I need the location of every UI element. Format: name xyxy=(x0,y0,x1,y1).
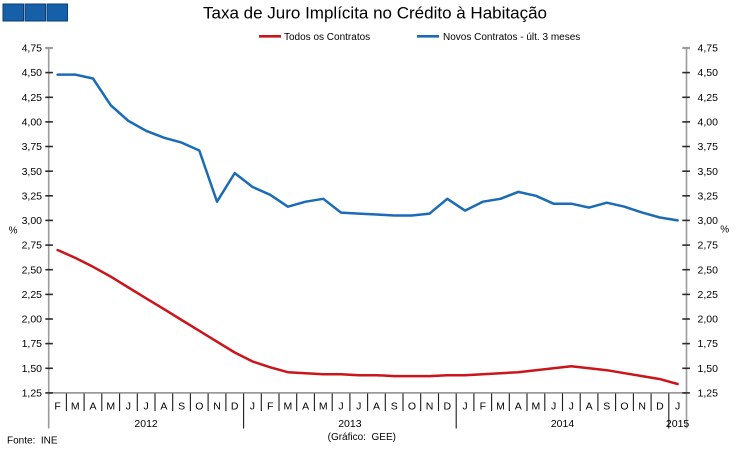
svg-text:4,00: 4,00 xyxy=(698,117,719,129)
svg-text:2,00: 2,00 xyxy=(698,314,719,326)
svg-text:4,50: 4,50 xyxy=(698,67,719,79)
svg-text:3,75: 3,75 xyxy=(698,141,719,153)
svg-text:J: J xyxy=(569,401,574,413)
svg-text:2,50: 2,50 xyxy=(698,264,719,276)
svg-text:1,25: 1,25 xyxy=(698,388,719,400)
svg-text:(Gráfico: GEE): (Gráfico: GEE) xyxy=(328,432,396,443)
svg-text:2,25: 2,25 xyxy=(698,289,719,301)
svg-text:D: D xyxy=(656,401,664,413)
svg-text:J: J xyxy=(356,401,361,413)
svg-text:1,50: 1,50 xyxy=(698,363,719,375)
svg-text:S: S xyxy=(603,401,610,413)
svg-text:O: O xyxy=(620,401,628,413)
svg-text:3,00: 3,00 xyxy=(22,215,43,227)
svg-text:2012: 2012 xyxy=(134,418,158,430)
svg-text:2014: 2014 xyxy=(551,418,575,430)
svg-text:3,00: 3,00 xyxy=(698,215,719,227)
svg-text:J: J xyxy=(675,401,680,413)
svg-text:M: M xyxy=(284,401,293,413)
svg-text:F: F xyxy=(480,401,486,413)
svg-text:Fonte: INE: Fonte: INE xyxy=(7,435,58,446)
svg-text:3,25: 3,25 xyxy=(698,190,719,202)
svg-text:M: M xyxy=(106,401,115,413)
svg-text:A: A xyxy=(89,401,96,413)
svg-text:J: J xyxy=(338,401,343,413)
svg-text:2015: 2015 xyxy=(666,418,690,430)
svg-text:Taxa de Juro Implícita no Créd: Taxa de Juro Implícita no Crédito à Habi… xyxy=(203,4,547,23)
svg-text:M: M xyxy=(71,401,80,413)
svg-text:1,75: 1,75 xyxy=(698,338,719,350)
svg-text:J: J xyxy=(143,401,148,413)
svg-text:S: S xyxy=(391,401,398,413)
svg-text:2,75: 2,75 xyxy=(698,240,719,252)
svg-text:2,00: 2,00 xyxy=(22,314,43,326)
svg-text:J: J xyxy=(126,401,131,413)
svg-text:N: N xyxy=(213,401,221,413)
svg-text:A: A xyxy=(160,401,167,413)
svg-text:D: D xyxy=(231,401,239,413)
svg-text:3,75: 3,75 xyxy=(22,141,43,153)
svg-text:1,75: 1,75 xyxy=(22,338,43,350)
svg-text:3,50: 3,50 xyxy=(698,166,719,178)
svg-text:4,50: 4,50 xyxy=(22,67,43,79)
svg-text:4,25: 4,25 xyxy=(698,92,719,104)
svg-text:Novos Contratos - últ. 3 meses: Novos Contratos - últ. 3 meses xyxy=(443,32,580,43)
svg-text:4,25: 4,25 xyxy=(22,92,43,104)
svg-text:A: A xyxy=(373,401,380,413)
svg-text:1,50: 1,50 xyxy=(22,363,43,375)
svg-text:4,00: 4,00 xyxy=(22,117,43,129)
svg-text:F: F xyxy=(267,401,273,413)
svg-text:3,25: 3,25 xyxy=(22,190,43,202)
svg-text:A: A xyxy=(515,401,522,413)
svg-text:3,50: 3,50 xyxy=(22,166,43,178)
svg-text:J: J xyxy=(462,401,467,413)
svg-text:%: % xyxy=(9,225,18,236)
svg-text:A: A xyxy=(586,401,593,413)
svg-text:J: J xyxy=(250,401,255,413)
svg-text:2,50: 2,50 xyxy=(22,264,43,276)
svg-text:D: D xyxy=(444,401,452,413)
svg-text:S: S xyxy=(178,401,185,413)
svg-text:4,75: 4,75 xyxy=(22,43,43,55)
svg-text:4,75: 4,75 xyxy=(698,43,719,55)
svg-text:M: M xyxy=(319,401,328,413)
svg-text:O: O xyxy=(195,401,203,413)
svg-text:Todos os Contratos: Todos os Contratos xyxy=(284,32,370,43)
svg-text:1,25: 1,25 xyxy=(22,388,43,400)
svg-text:M: M xyxy=(532,401,541,413)
svg-text:N: N xyxy=(638,401,646,413)
svg-text:2013: 2013 xyxy=(338,418,362,430)
svg-text:J: J xyxy=(551,401,556,413)
svg-text:O: O xyxy=(408,401,416,413)
svg-text:2,75: 2,75 xyxy=(22,240,43,252)
svg-text:A: A xyxy=(302,401,309,413)
svg-text:N: N xyxy=(426,401,434,413)
svg-text:F: F xyxy=(54,401,60,413)
svg-text:2,25: 2,25 xyxy=(22,289,43,301)
svg-text:%: % xyxy=(720,225,729,236)
svg-text:M: M xyxy=(496,401,505,413)
